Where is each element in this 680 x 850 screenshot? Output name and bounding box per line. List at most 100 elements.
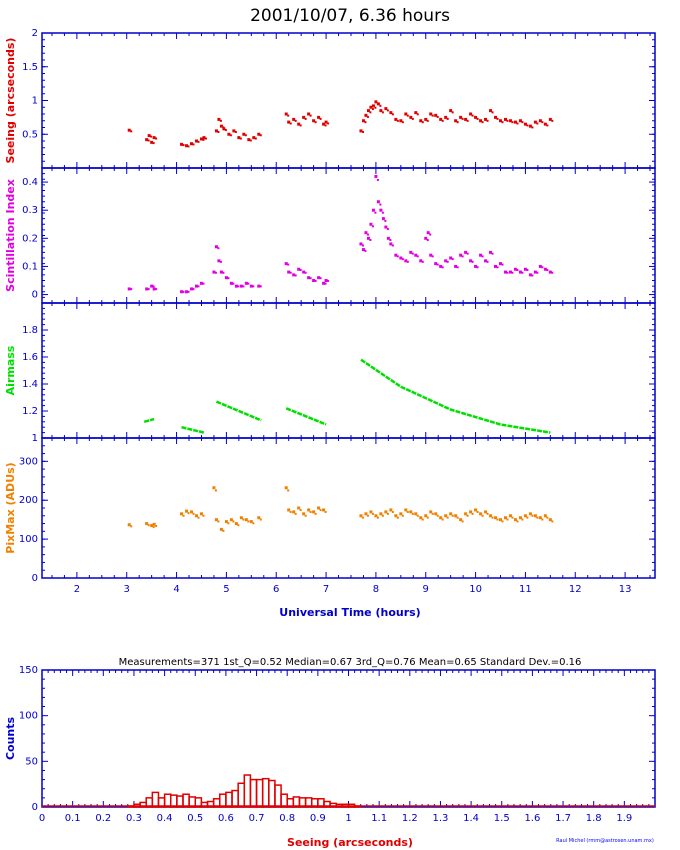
data-point xyxy=(441,266,444,269)
data-point xyxy=(426,231,430,235)
data-point xyxy=(242,285,245,288)
data-point xyxy=(501,520,504,523)
data-point xyxy=(464,250,468,254)
data-point xyxy=(185,509,189,513)
data-point xyxy=(508,119,512,123)
data-point xyxy=(394,253,398,257)
data-point xyxy=(242,132,246,136)
data-point xyxy=(130,130,133,133)
data-point xyxy=(459,518,463,522)
data-point xyxy=(516,269,519,272)
x-tick-label: 7 xyxy=(323,584,329,595)
data-point xyxy=(297,122,301,126)
data-point xyxy=(219,124,223,128)
data-point xyxy=(414,111,418,115)
data-point xyxy=(217,520,220,523)
data-point xyxy=(309,114,312,117)
data-point xyxy=(366,514,369,517)
data-point xyxy=(190,510,194,514)
data-point xyxy=(471,512,474,515)
data-point xyxy=(503,516,507,520)
histogram-stats: Measurements=371 1st_Q=0.52 Median=0.67 … xyxy=(119,657,582,668)
data-point xyxy=(214,129,218,133)
data-point xyxy=(222,271,225,274)
data-point xyxy=(312,119,316,123)
y-axis-title: Scintillation Index xyxy=(4,179,17,292)
data-point xyxy=(528,273,532,277)
data-point xyxy=(436,263,439,266)
data-point xyxy=(304,514,307,517)
data-point xyxy=(147,134,151,138)
data-point xyxy=(419,516,423,520)
data-point xyxy=(374,100,378,104)
data-point xyxy=(314,121,317,124)
data-point xyxy=(474,264,478,268)
y-tick-label: 1.4 xyxy=(22,379,38,390)
data-point xyxy=(429,253,433,257)
series-line xyxy=(181,425,205,434)
data-point xyxy=(192,288,195,291)
data-point xyxy=(309,277,312,280)
x-tick-label: 1.3 xyxy=(432,813,448,824)
y-axis-title: PixMax (ADUs) xyxy=(4,462,17,553)
panel-2: 0 0.1 0.2 0.3 0.4 Scintillation Index xyxy=(4,167,656,304)
data-point xyxy=(294,119,297,122)
data-point xyxy=(429,233,432,236)
data-point xyxy=(234,522,238,526)
histogram-x-axis-title: Seeing (arcseconds) xyxy=(287,836,413,849)
data-point xyxy=(371,512,374,515)
data-point xyxy=(469,112,473,116)
data-point xyxy=(506,119,509,122)
data-point xyxy=(289,510,292,513)
y-tick-label: 100 xyxy=(19,711,38,722)
data-point xyxy=(294,512,297,515)
data-point xyxy=(324,120,328,124)
histogram-bar xyxy=(219,793,227,808)
data-point xyxy=(409,115,413,119)
data-point xyxy=(219,527,223,531)
data-point xyxy=(541,518,544,521)
data-point xyxy=(424,514,428,518)
data-point xyxy=(252,522,255,525)
data-point xyxy=(202,136,206,140)
data-point xyxy=(501,263,504,266)
data-point xyxy=(229,134,232,137)
data-point xyxy=(399,119,403,123)
data-point xyxy=(237,285,240,288)
x-tick-label: 1.6 xyxy=(524,813,540,824)
data-point xyxy=(381,211,384,214)
data-point xyxy=(127,523,131,527)
data-point xyxy=(548,117,552,121)
data-point xyxy=(229,518,233,522)
data-point xyxy=(249,139,252,142)
data-point xyxy=(152,142,155,145)
data-point xyxy=(284,486,288,490)
data-point xyxy=(381,217,385,221)
data-point xyxy=(214,489,217,492)
y-tick-label: 150 xyxy=(19,665,38,676)
data-point xyxy=(406,260,409,263)
data-point xyxy=(439,516,443,520)
data-point xyxy=(531,126,534,129)
y-tick-label: 300 xyxy=(19,456,38,467)
data-point xyxy=(127,128,131,132)
y-tick-label: 0.4 xyxy=(22,177,38,188)
data-point xyxy=(319,509,322,512)
data-point xyxy=(307,276,311,280)
data-point xyxy=(531,274,534,277)
y-tick-label: 0 xyxy=(32,573,38,584)
data-point xyxy=(421,518,424,521)
y-tick-label: 1.8 xyxy=(22,325,38,336)
data-point xyxy=(204,137,207,140)
histogram-bar xyxy=(274,784,282,808)
data-point xyxy=(257,284,261,288)
data-point xyxy=(384,510,388,514)
x-tick-label: 1.8 xyxy=(586,813,602,824)
data-point xyxy=(416,514,419,517)
data-point xyxy=(374,211,377,214)
series-line xyxy=(285,407,327,426)
data-point xyxy=(234,130,237,133)
data-point xyxy=(152,287,156,291)
x-tick-label: 12 xyxy=(569,584,582,595)
data-point xyxy=(227,277,230,280)
